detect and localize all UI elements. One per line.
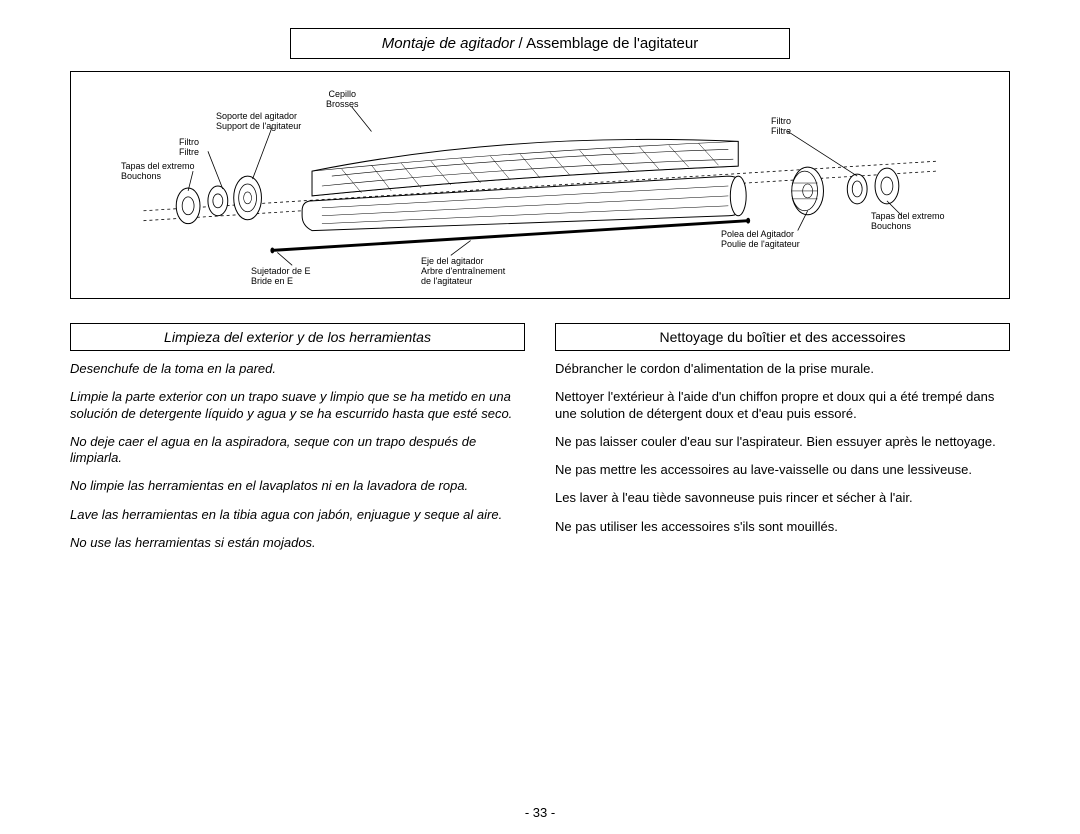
right-para-4: Les laver à l'eau tiède savonneuse puis … [555,490,1010,506]
left-para-2: No deje caer el agua en la aspiradora, s… [70,434,525,467]
right-heading: Nettoyage du boîtier et des accessoires [555,323,1010,351]
title-separator: / [519,35,527,52]
label-sujetador: Sujetador de E Bride en E [251,267,311,287]
right-para-0: Débrancher le cordon d'alimentation de l… [555,361,1010,377]
right-para-1: Nettoyer l'extérieur à l'aide d'un chiff… [555,389,1010,422]
left-para-4: Lave las herramientas en la tibia agua c… [70,507,525,523]
left-para-5: No use las herramientas si están mojados… [70,535,525,551]
label-filtro-right: Filtro Filtre [771,117,791,137]
agitator-diagram [71,72,1009,298]
page-number: - 33 - [0,805,1080,820]
label-polea: Polea del Agitador Poulie de l'agitateur [721,230,800,250]
right-para-3: Ne pas mettre les accessoires au lave-va… [555,462,1010,478]
right-para-5: Ne pas utiliser les accessoires s'ils so… [555,519,1010,535]
title-spanish: Montaje de agitador [382,35,515,52]
label-filtro-left: Filtro Filtre [179,138,199,158]
label-tapas-left: Tapas del extremo Bouchons [121,162,195,182]
left-para-3: No limpie las herramientas en el lavapla… [70,478,525,494]
right-column: Nettoyage du boîtier et des accessoires … [555,323,1010,563]
label-soporte: Soporte del agitador Support de l'agitat… [216,112,301,132]
diagram-box: Cepillo Brosses Soporte del agitador Sup… [70,71,1010,299]
label-eje: Eje del agitador Arbre d'entraînement de… [421,257,505,287]
content-columns: Limpieza del exterior y de los herramien… [70,323,1010,563]
diagram-title-box: Montaje de agitador / Assemblage de l'ag… [290,28,790,59]
left-column: Limpieza del exterior y de los herramien… [70,323,525,563]
label-cepillo: Cepillo Brosses [326,90,359,110]
left-para-0: Desenchufe de la toma en la pared. [70,361,525,377]
page-container: Montaje de agitador / Assemblage de l'ag… [0,0,1080,834]
title-french: Assemblage de l'agitateur [526,35,698,52]
right-para-2: Ne pas laisser couler d'eau sur l'aspira… [555,434,1010,450]
left-heading: Limpieza del exterior y de los herramien… [70,323,525,351]
label-tapas-right: Tapas del extremo Bouchons [871,212,945,232]
left-para-1: Limpie la parte exterior con un trapo su… [70,389,525,422]
